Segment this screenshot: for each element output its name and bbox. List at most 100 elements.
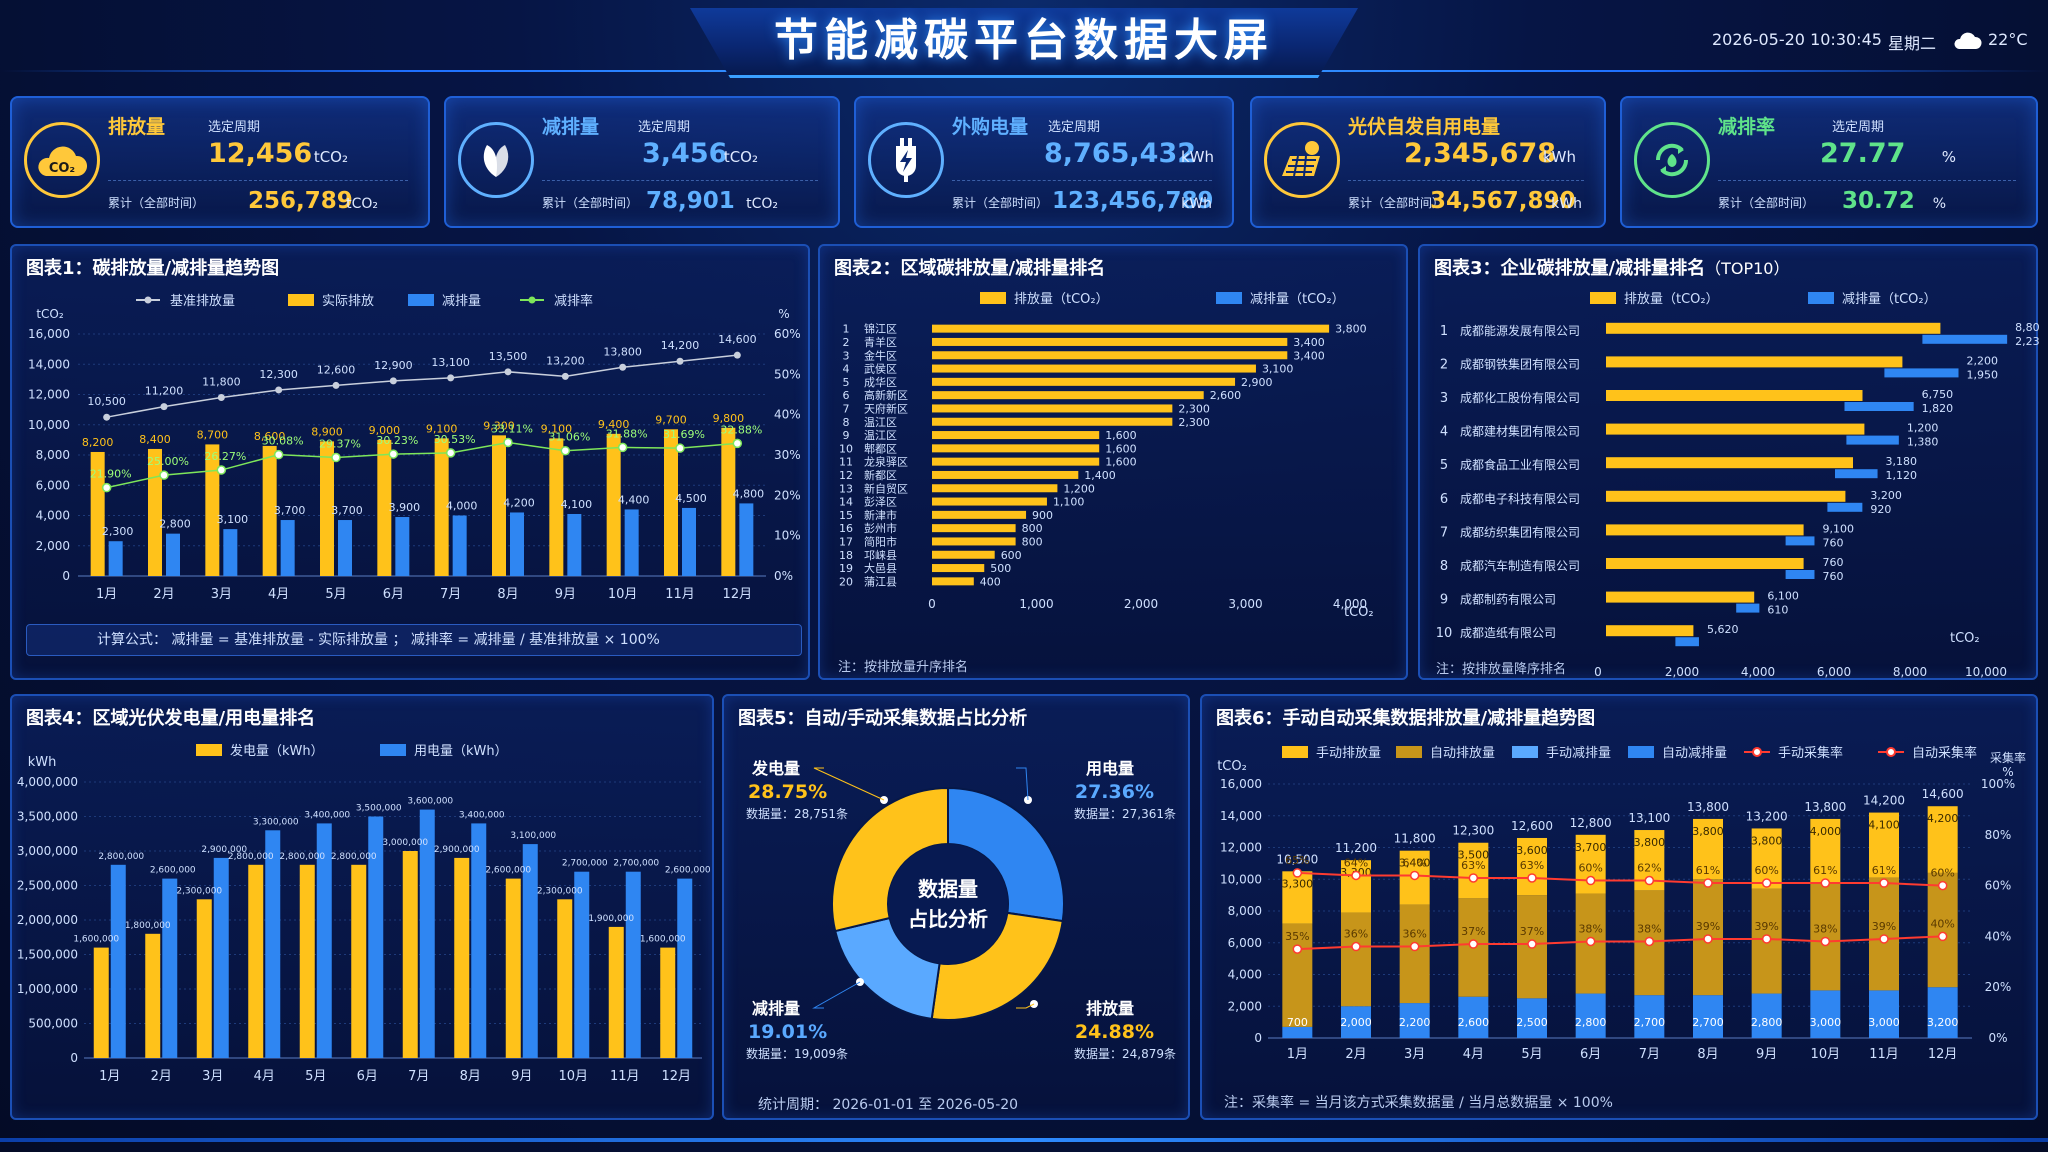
bar-manual-label: 3,800 [1692, 825, 1724, 838]
bar-actual [205, 444, 220, 576]
rank-label: 3 [843, 349, 850, 362]
x-tick-label: 1月 [96, 587, 117, 602]
kpi-divider [542, 180, 818, 181]
bar-manual-label: 3,800 [1751, 834, 1783, 847]
temperature: 22°C [1988, 30, 2028, 49]
manual-rate-line [1297, 935, 1943, 951]
bar-emission-label: 3,180 [1886, 455, 1918, 468]
y-tick-label: 1,500,000 [17, 948, 78, 962]
slice-name: 发电量 [751, 759, 800, 778]
kpi-cumulative-label: 累计（全部时间） [952, 196, 1049, 210]
legend-emission-label: 排放量（tCO₂） [1014, 292, 1109, 307]
baseline-line [106, 354, 738, 418]
bar-consumption [522, 844, 538, 1058]
region-label: 蒲江县 [864, 574, 897, 588]
bar-emission-label: 800 [1022, 535, 1043, 548]
cloud-icon [1954, 32, 1982, 49]
bar-generation [351, 864, 367, 1058]
manual-rate-point [1937, 931, 1948, 942]
legend-generation-label: 发电量（kWh） [230, 743, 324, 759]
baseline-label: 10,500 [87, 395, 126, 408]
chart3-note: 注：按排放量降序排名 [1436, 662, 1567, 677]
x-tick-label: 4月 [268, 587, 289, 602]
rate-label: 31.69% [663, 428, 705, 441]
bar-generation-label: 1,600,000 [640, 935, 686, 945]
manual-rate-point [1820, 936, 1831, 947]
company-label: 成都汽车制造有限公司 [1460, 558, 1580, 573]
region-label: 成华区 [864, 375, 897, 389]
region-label: 新自贸区 [864, 481, 908, 495]
bar-emission [1606, 457, 1853, 469]
bar-auto-reduction [1810, 990, 1841, 1038]
slice-name: 减排量 [752, 999, 800, 1018]
rate-label: 31.88% [606, 427, 648, 440]
bar-emission [932, 564, 985, 573]
legend-generation-swatch [196, 744, 222, 756]
bar-auto-reduction [1282, 1026, 1313, 1038]
rank-label: 10 [839, 442, 853, 455]
y-tick-label: 500,000 [28, 1017, 78, 1031]
y2-tick-label: 20% [1985, 980, 2012, 994]
kpi-divider [1348, 180, 1584, 181]
region-label: 邛崃县 [864, 549, 897, 562]
x-tick-label: 2月 [153, 587, 174, 602]
kpi-cumulative-value: 123,456,789 [1052, 188, 1214, 214]
rank-label: 5 [1440, 458, 1448, 473]
bar-actual [434, 438, 449, 576]
kpi-unit: tCO₂ [313, 148, 348, 166]
bar-consumption [574, 871, 590, 1058]
baseline-label: 11,800 [202, 376, 241, 389]
manual-rate-label: 39% [1696, 920, 1720, 933]
leaf-icon [458, 122, 534, 198]
kpi-cumulative-value: 34,567,890 [1430, 188, 1576, 214]
x-tick-label: 8月 [497, 587, 518, 602]
bar-actual [664, 429, 678, 576]
donut-hole [888, 844, 1008, 964]
bar-consumption [625, 871, 641, 1058]
bar-emission-label: 6,750 [1922, 388, 1954, 401]
slice-count: 数据量：28,751条 [746, 806, 848, 821]
baseline-label: 14,200 [661, 339, 700, 352]
bar-generation [299, 864, 315, 1058]
bar-emission-label: 760 [1822, 556, 1843, 569]
kpi-cumulative-unit: tCO₂ [746, 196, 778, 212]
manual-rate-label: 39% [1872, 920, 1896, 933]
x-tick-label: 10月 [608, 587, 638, 602]
bar-reduction-label: 1,380 [1907, 436, 1939, 449]
x-tick-label: 11月 [1869, 1047, 1899, 1062]
baseline-point [389, 377, 397, 385]
bar-auto-reduction [1399, 1003, 1430, 1038]
rate-point [388, 449, 399, 459]
bar-actual [606, 433, 621, 576]
x-tick-label: 7月 [1639, 1047, 1660, 1062]
region-label: 温江区 [864, 429, 897, 442]
bar-actual [377, 439, 392, 576]
y-tick-label: 0 [62, 569, 70, 583]
kpi-card-1: CO₂ 排放量 选定周期 12,456 tCO₂ 累计（全部时间） 256,789 tCO₂ [10, 96, 430, 228]
auto-rate-label: 60% [1930, 867, 1954, 880]
rank-label: 9 [843, 429, 850, 442]
baseline-label: 12,600 [317, 363, 356, 376]
bar-consumption [110, 864, 126, 1058]
rate-label: 29.37% [319, 438, 361, 451]
x-tick-label: 9月 [1756, 1047, 1777, 1062]
bar-reduction-label: 1,820 [1922, 402, 1954, 415]
bar-emission [932, 391, 1204, 400]
legend-manual-rate-label: 手动采集率 [1778, 745, 1843, 761]
bar-actual [721, 427, 736, 576]
callout-line [1016, 1003, 1035, 1009]
kpi-divider [952, 180, 1212, 181]
baseline-label: 12,900 [374, 359, 413, 372]
chart5-period: 统计周期： 2026-01-01 至 2026-05-20 [758, 1097, 1019, 1113]
chart4-title: 图表4：区域光伏发电量/用电量排名 [26, 708, 316, 729]
region-label: 武侯区 [864, 362, 897, 376]
chart2-svg: 排放量（tCO₂） 减排量（tCO₂） 1 锦江区 3,800 2 青羊区 3,400 3 金牛区… [839, 292, 1374, 620]
rate-point [675, 443, 685, 453]
legend-manual-reduction-swatch [1512, 746, 1538, 758]
legend-reduction-label: 减排量（tCO₂） [1250, 292, 1345, 307]
bar-emission [932, 550, 995, 559]
bar-emission-label: 1,400 [1084, 469, 1116, 482]
rank-label: 10 [1436, 626, 1453, 641]
bar-generation [608, 926, 624, 1058]
